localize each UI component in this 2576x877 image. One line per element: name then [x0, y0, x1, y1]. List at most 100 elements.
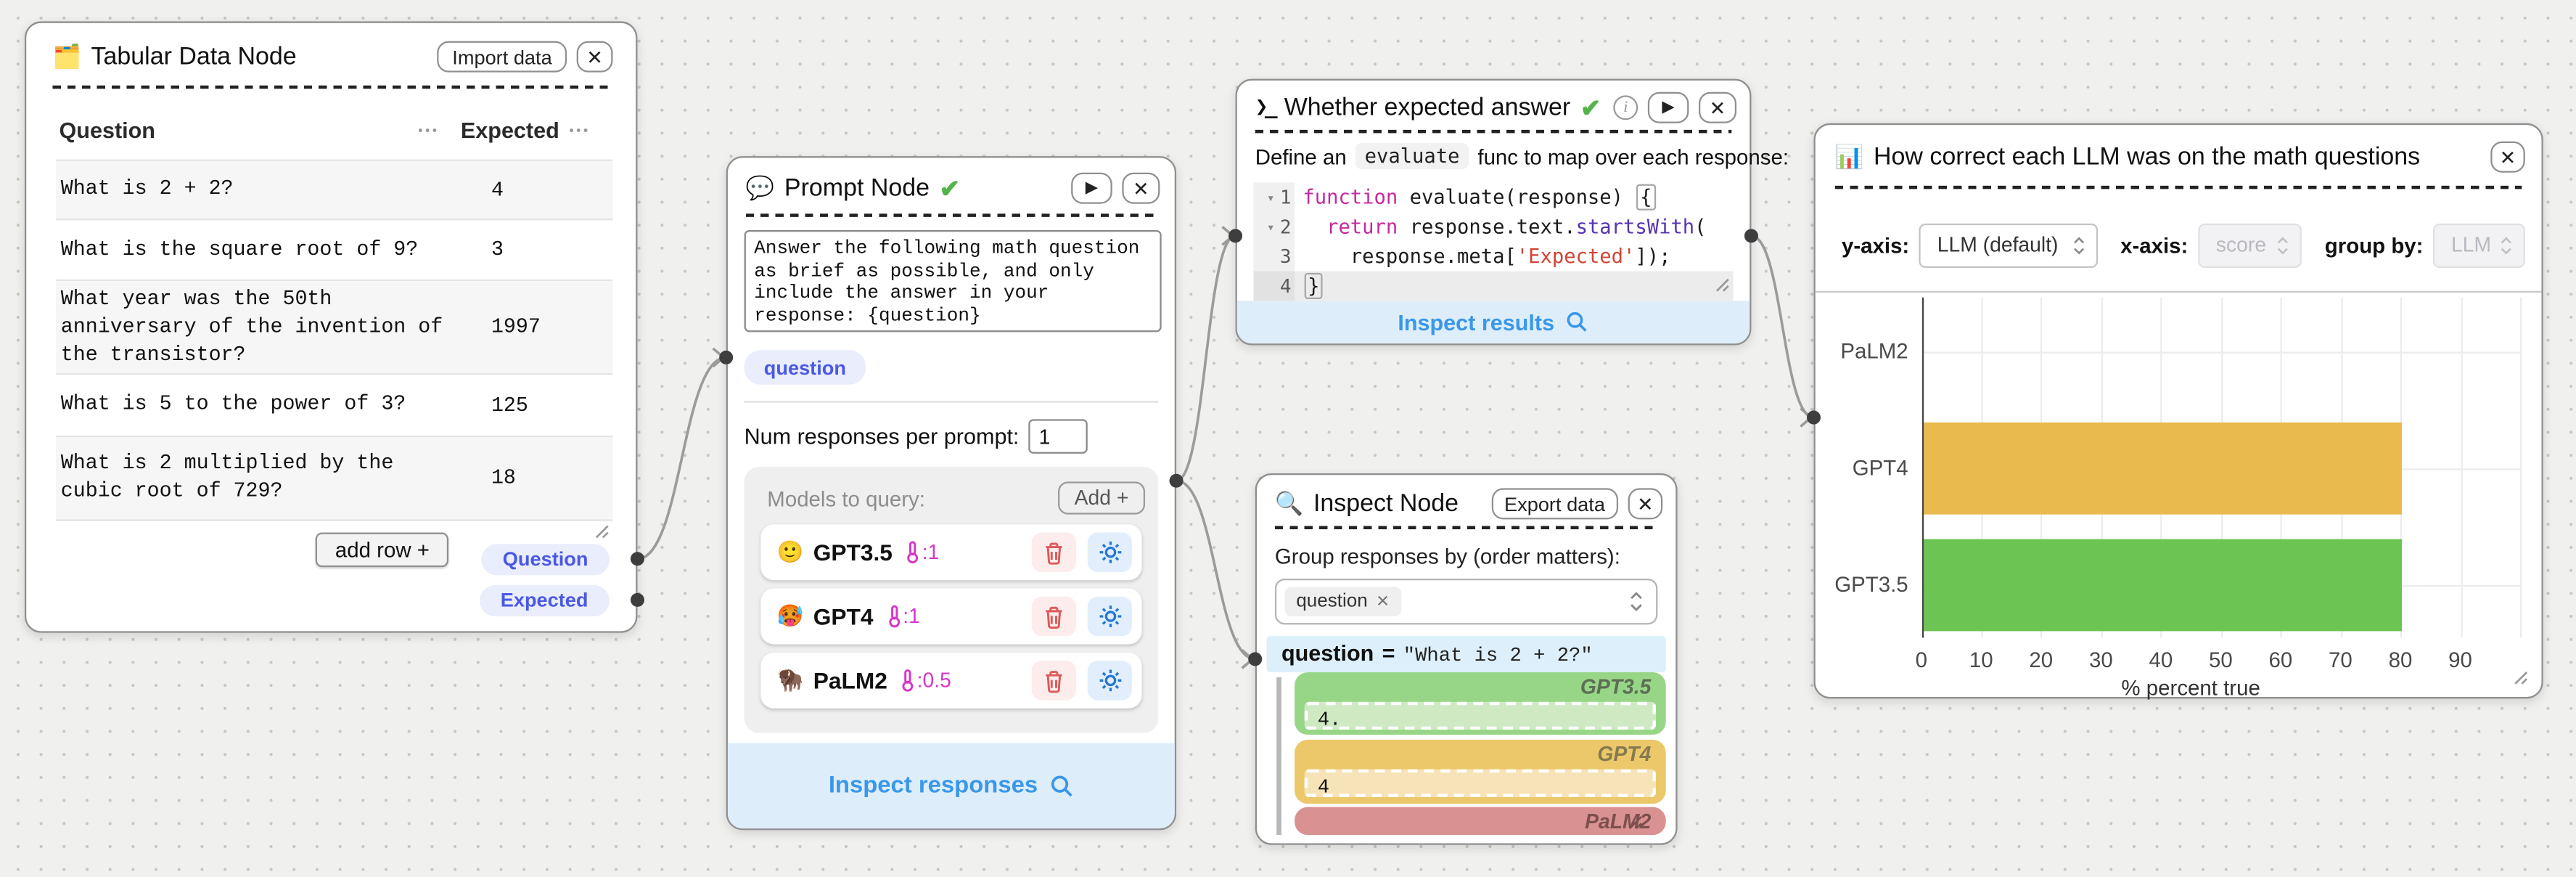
export-data-button[interactable]: Export data: [1490, 488, 1619, 520]
edge-question-to-prompt: [637, 356, 726, 560]
response-card-palm2[interactable]: PaLM2: [1295, 807, 1666, 836]
close-icon[interactable]: ✕: [1122, 172, 1160, 204]
response-card-gpt4[interactable]: GPT4 4: [1295, 738, 1666, 803]
group-header: question = "What is 2 + 2?": [1266, 636, 1666, 672]
edge-prompt-to-evaluator: [1176, 234, 1236, 483]
fold-caret-icon[interactable]: ▾: [1266, 219, 1275, 234]
table-body: What is 2 + 2? 4 What is the square root…: [55, 159, 613, 521]
chevron-updown-icon: [1630, 592, 1642, 612]
close-icon[interactable]: ✕: [1628, 488, 1663, 520]
code-line[interactable]: ▾ 1 function evaluate(response) {: [1253, 182, 1733, 213]
y-axis-label: y-axis:: [1841, 232, 1910, 258]
resize-handle-icon[interactable]: [595, 524, 610, 539]
xtick-label: 30: [2088, 648, 2113, 672]
y-axis-select[interactable]: LLM (default): [1919, 222, 2098, 267]
trash-icon[interactable]: [1031, 532, 1076, 572]
info-icon[interactable]: i: [1613, 95, 1638, 121]
speech-bubble-icon: 💬: [745, 174, 775, 201]
resize-handle-icon[interactable]: [1628, 815, 1643, 830]
inspect-responses-button[interactable]: Inspect responses: [727, 743, 1175, 829]
magnifier-icon: 🔍: [1274, 489, 1304, 516]
play-icon[interactable]: ▶: [1647, 91, 1689, 123]
ytick-label: GPT4: [1852, 454, 1908, 479]
code-line[interactable]: 3 response.meta['Expected']);: [1253, 241, 1733, 272]
xtick-label: 0: [1915, 648, 1927, 672]
gear-icon[interactable]: [1087, 532, 1132, 572]
model-emoji: 🦬: [776, 667, 804, 693]
resize-handle-icon[interactable]: [1715, 278, 1730, 293]
code-line[interactable]: ▾ 2 return response.text. startsWith(: [1253, 212, 1733, 242]
add-row-button[interactable]: add row +: [315, 532, 450, 568]
table-row[interactable]: What is 2 multiplied by the cubic root o…: [55, 437, 613, 521]
num-responses-label: Num responses per prompt:: [744, 424, 1020, 449]
inspect-node[interactable]: 🔍 Inspect Node Export data ✕ Group respo…: [1255, 473, 1678, 845]
play-icon[interactable]: ▶: [1071, 172, 1112, 204]
column-menu-icon[interactable]: •••: [418, 123, 440, 139]
table-row[interactable]: What is the square root of 9? 3: [55, 220, 613, 282]
model-item-gpt4[interactable]: 🥵 GPT4 :1: [760, 588, 1142, 645]
model-item-gpt3.5[interactable]: 🙂 GPT3.5 :1: [760, 524, 1142, 581]
bar-chart-icon: 📊: [1834, 142, 1864, 170]
gear-icon[interactable]: [1087, 661, 1132, 701]
resize-handle-icon[interactable]: [2514, 671, 2528, 685]
template-var-question[interactable]: question: [744, 350, 866, 385]
trash-icon[interactable]: [1031, 661, 1076, 701]
group-by-select[interactable]: question ✕: [1274, 578, 1658, 625]
gridline: [2520, 297, 2522, 638]
x-axis-title: % percent true: [2121, 675, 2260, 701]
header-separator: [1255, 129, 1732, 134]
success-check-icon: ✔: [939, 175, 961, 203]
table-row[interactable]: What is 2 + 2? 4: [55, 160, 613, 221]
prompt-textarea[interactable]: Answer the following math question as br…: [744, 229, 1162, 333]
arrowhead-icon: [1241, 649, 1255, 669]
group-tag-question[interactable]: question ✕: [1284, 587, 1401, 617]
xtick-label: 20: [2029, 648, 2054, 672]
xtick-label: 50: [2209, 648, 2233, 672]
model-item-palm2[interactable]: 🦬 PaLM2 :0.5: [760, 652, 1142, 709]
fold-caret-icon[interactable]: ▾: [1266, 189, 1275, 205]
column-menu-icon[interactable]: •••: [569, 123, 591, 139]
footer-label: Inspect results: [1398, 309, 1555, 335]
inspect-results-button[interactable]: Inspect results: [1236, 301, 1750, 344]
remove-tag-icon[interactable]: ✕: [1376, 592, 1390, 611]
tabular-data-node[interactable]: 🗂️ Tabular Data Node Import data ✕ Quest…: [24, 21, 638, 633]
success-check-icon: ✔: [1580, 94, 1601, 123]
vis-node[interactable]: 📊 How correct each LLM was on the math q…: [1813, 123, 2543, 701]
node-title: Tabular Data Node: [91, 42, 297, 71]
table-row[interactable]: What year was the 50th anniversary of th…: [55, 281, 613, 375]
table-row[interactable]: What is 5 to the power of 3? 125: [55, 375, 613, 438]
node-title: Inspect Node: [1313, 489, 1459, 518]
code-editor[interactable]: ▾ 1 function evaluate(response) { ▾ 2 retu…: [1253, 182, 1734, 301]
xtick-label: 80: [2388, 648, 2413, 672]
add-model-button[interactable]: Add +: [1057, 481, 1146, 515]
arrowhead-icon: [1221, 226, 1235, 246]
close-icon[interactable]: ✕: [2490, 141, 2525, 173]
trash-icon[interactable]: [1031, 596, 1076, 637]
xtick-label: 70: [2329, 648, 2353, 672]
edge-evaluator-to-vis: [1751, 234, 1814, 419]
num-responses-input[interactable]: [1029, 419, 1088, 454]
group-by-select[interactable]: LLM: [2433, 222, 2525, 267]
evaluator-node[interactable]: ❯_ Whether expected answer ✔ i ▶ ✕ Defin…: [1235, 78, 1789, 346]
close-icon[interactable]: ✕: [576, 41, 613, 73]
output-handle-expected[interactable]: Expected: [479, 584, 610, 617]
prompt-node[interactable]: 💬 Prompt Node ✔ ▶ ✕ Answer the following…: [726, 156, 1177, 831]
output-handle-question[interactable]: Question: [481, 544, 610, 576]
close-icon[interactable]: ✕: [1699, 91, 1737, 123]
bar-GPT3.5: [1923, 538, 2403, 631]
group-indent-bar: [1276, 677, 1281, 836]
model-temperature: :0.5: [916, 669, 951, 693]
node-title: Whether expected answer: [1284, 94, 1571, 122]
gear-icon[interactable]: [1087, 596, 1132, 637]
import-data-button[interactable]: Import data: [437, 41, 567, 73]
group-by-label: Group responses by (order matters):: [1274, 544, 1620, 569]
edge-prompt-to-inspect: [1176, 479, 1255, 661]
response-model-label: PaLM2: [1585, 810, 1652, 833]
x-axis-select[interactable]: score: [2197, 222, 2302, 267]
card-index-icon: 🗂️: [52, 42, 81, 70]
response-card-gpt3.5[interactable]: GPT3.5 4.: [1295, 671, 1666, 734]
model-temperature: :1: [922, 540, 940, 564]
evaluate-code-chip: evaluate: [1355, 142, 1470, 170]
code-line-active[interactable]: 4 }: [1253, 271, 1734, 301]
